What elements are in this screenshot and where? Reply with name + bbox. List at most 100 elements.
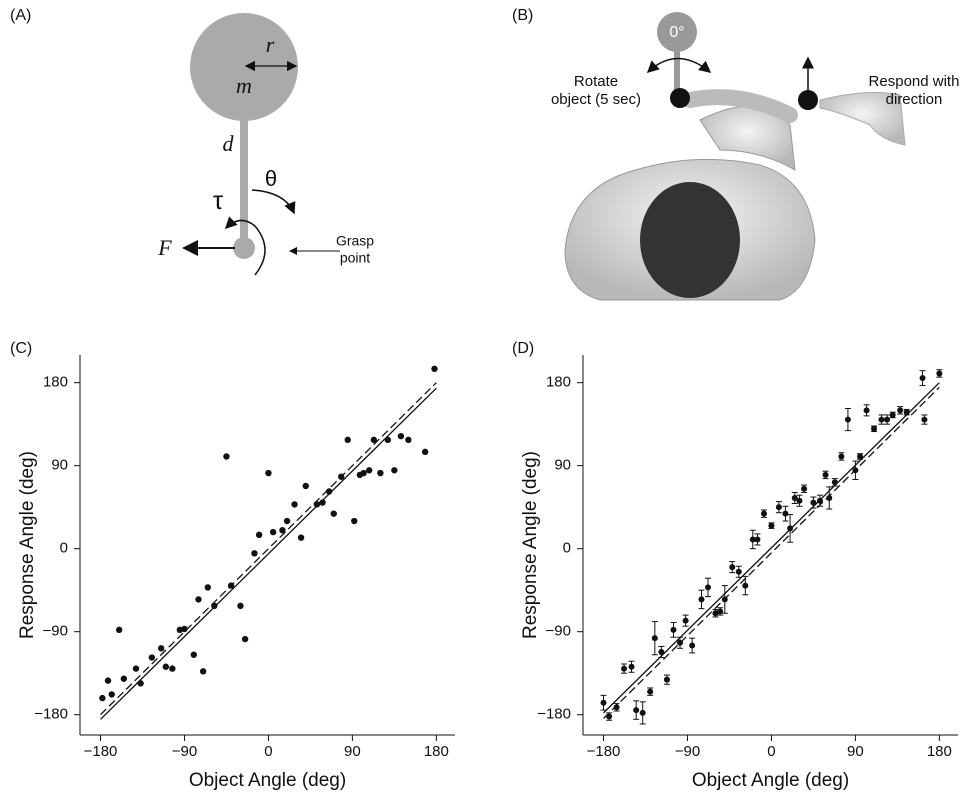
x-tick-label: −90	[172, 743, 197, 760]
point	[775, 504, 782, 511]
point	[698, 596, 705, 603]
panel-label: (C)	[10, 340, 32, 357]
rod	[240, 118, 248, 246]
x-tick-label: −180	[587, 743, 621, 760]
point	[391, 467, 398, 474]
respond-label: direction	[886, 91, 943, 108]
panel-label: (A)	[10, 7, 31, 24]
point	[826, 494, 833, 501]
f-label: F	[157, 235, 172, 260]
point	[831, 479, 838, 486]
point	[897, 407, 904, 414]
y-tick-label: −180	[34, 706, 68, 723]
point	[633, 707, 640, 714]
point	[721, 596, 728, 603]
point	[325, 488, 333, 495]
grasp-label: point	[340, 250, 370, 266]
panel-a: (A) r m d θ τ F Grasp point	[10, 7, 374, 276]
point	[670, 626, 677, 633]
r-label: r	[266, 32, 275, 57]
head	[640, 182, 740, 298]
tau-label: τ	[213, 185, 224, 215]
charts: (C) −180 −90 0 90 180 −180 −90 0 90 180 Object Angl…	[10, 340, 958, 791]
zero-label: 0°	[669, 24, 684, 41]
point	[735, 568, 742, 575]
point	[705, 584, 711, 591]
x-tick-label: 0	[264, 743, 272, 760]
point	[279, 527, 286, 534]
point	[405, 436, 412, 444]
point	[181, 625, 188, 633]
point	[606, 713, 613, 720]
y-axis-label: Response Angle (deg)	[520, 451, 541, 639]
point	[613, 704, 620, 711]
point	[431, 365, 438, 373]
point	[801, 485, 808, 492]
point	[269, 528, 277, 536]
fit-line	[603, 382, 940, 714]
point	[157, 645, 165, 652]
point	[195, 596, 202, 603]
point	[754, 536, 761, 543]
point	[628, 663, 635, 670]
panel-label: (D)	[512, 340, 534, 357]
point	[115, 626, 123, 634]
point	[647, 688, 654, 695]
point	[651, 635, 658, 642]
y-tick-label: 90	[554, 457, 571, 474]
theta-arrow	[251, 189, 296, 215]
point	[936, 370, 943, 377]
fit-line	[100, 382, 437, 716]
x-tick-label: −90	[675, 743, 700, 760]
y-tick-label: −180	[537, 706, 571, 723]
theta-label: θ	[265, 166, 277, 191]
mass	[190, 13, 298, 121]
point	[871, 425, 878, 432]
point	[330, 510, 337, 517]
point	[810, 499, 817, 506]
point	[297, 534, 305, 541]
point	[889, 411, 896, 418]
x-tick-label: 90	[344, 743, 361, 760]
point	[663, 676, 670, 683]
point	[884, 416, 891, 423]
point	[241, 635, 249, 643]
point	[682, 617, 689, 624]
point	[658, 648, 665, 655]
point	[283, 517, 291, 525]
forearm	[682, 89, 798, 123]
point	[227, 582, 235, 589]
point	[863, 407, 870, 414]
x-tick-label: 180	[424, 743, 449, 760]
point	[729, 564, 736, 571]
point	[108, 691, 115, 698]
fit-line	[100, 387, 437, 720]
y-tick-label: 0	[60, 540, 68, 557]
m-label: m	[236, 73, 252, 98]
rotate-label: object (5 sec)	[551, 91, 641, 108]
point	[137, 680, 144, 687]
point	[370, 436, 378, 444]
point	[104, 677, 112, 684]
x-tick-label: 90	[847, 743, 864, 760]
point	[621, 665, 628, 672]
rotate-arrow	[646, 57, 712, 74]
y-tick-label: 90	[51, 457, 68, 474]
point	[421, 448, 429, 456]
fit-line	[603, 386, 940, 719]
point	[816, 497, 823, 504]
point	[689, 642, 696, 649]
point	[377, 469, 384, 477]
point	[360, 469, 367, 477]
point	[600, 699, 607, 706]
point	[639, 709, 646, 716]
point	[742, 582, 749, 589]
arm-right	[819, 91, 906, 146]
point	[148, 654, 156, 661]
x-tick-label: 180	[927, 743, 952, 760]
point	[132, 665, 140, 672]
point	[169, 665, 176, 672]
point	[844, 416, 851, 423]
point	[319, 499, 326, 506]
point	[365, 467, 373, 474]
